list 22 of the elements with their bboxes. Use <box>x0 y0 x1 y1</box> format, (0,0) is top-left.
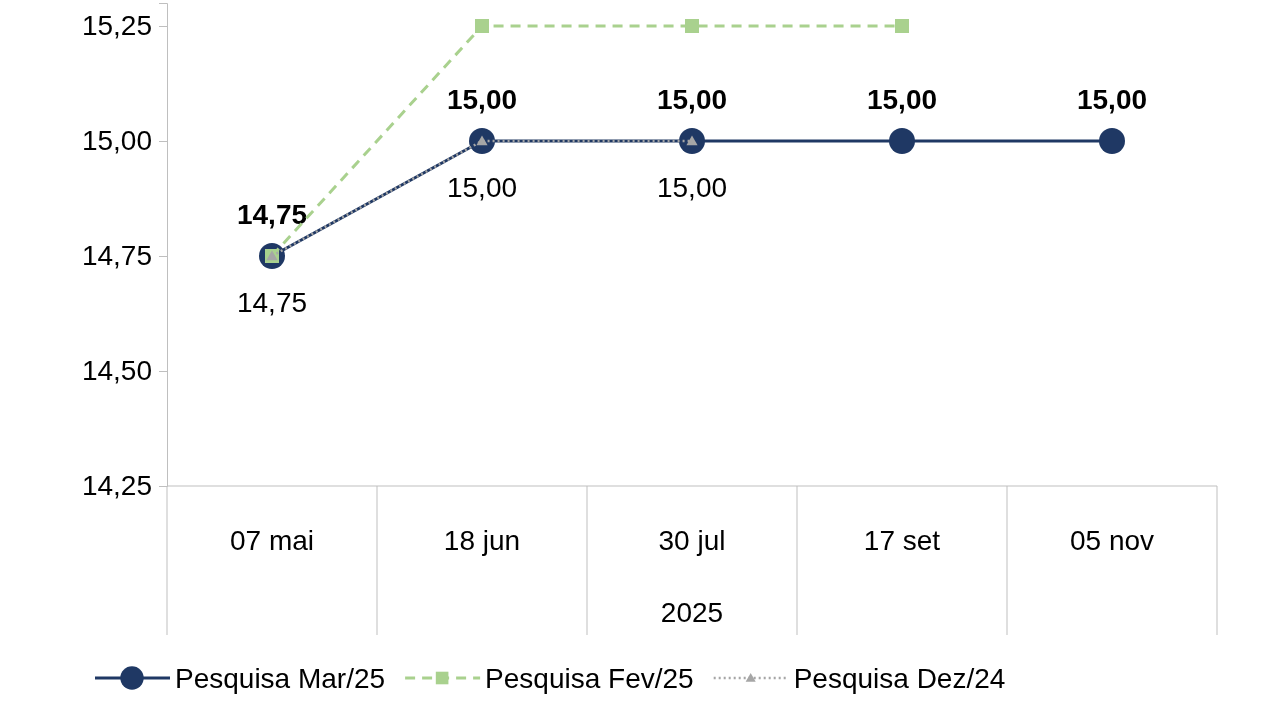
data-label: 14,75 <box>236 199 308 230</box>
legend-label: Pesquisa Fev/25 <box>485 663 694 694</box>
y-tick-label: 14,25 <box>81 470 152 502</box>
data-label: 15,00 <box>866 84 938 115</box>
x-tick-label: 18 jun <box>443 525 521 556</box>
y-tick-label: 15,25 <box>81 10 152 42</box>
x-tick-label: 30 jul <box>658 525 726 556</box>
y-tick-label: 14,75 <box>81 240 152 272</box>
x-tick-label: 17 set <box>863 525 941 556</box>
data-label: 15,00 <box>1076 84 1148 115</box>
data-label: 15,00 <box>656 172 728 203</box>
x-tick-label: 07 mai <box>229 525 315 556</box>
y-tick-label: 15,00 <box>81 125 152 157</box>
x-axis-title: 2025 <box>660 597 724 628</box>
data-label: 14,75 <box>236 287 308 318</box>
data-label: 15,00 <box>446 84 518 115</box>
data-label: 15,00 <box>656 84 728 115</box>
data-label: 15,00 <box>446 172 518 203</box>
legend-label: Pesquisa Mar/25 <box>175 663 386 694</box>
y-tick-label: 14,50 <box>81 355 152 387</box>
legend-label: Pesquisa Dez/24 <box>793 663 1006 694</box>
x-tick-label: 05 nov <box>1069 525 1155 556</box>
